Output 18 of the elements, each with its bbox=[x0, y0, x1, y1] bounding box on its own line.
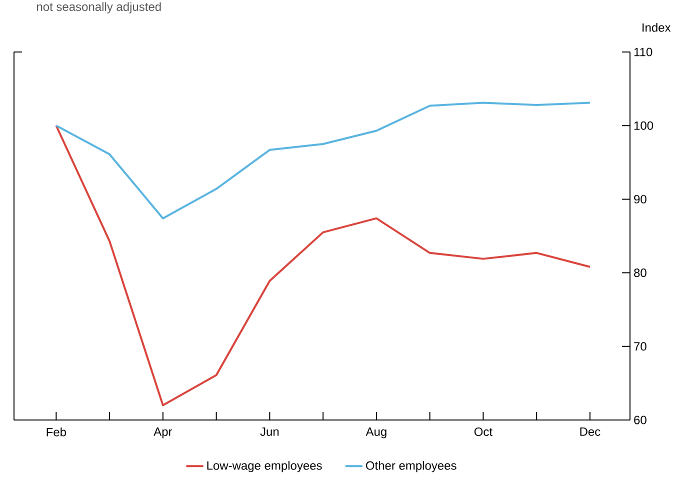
y-axis-title: Index bbox=[642, 22, 671, 32]
x-tick-label: Feb bbox=[46, 428, 66, 436]
chart-subtitle: not seasonally adjusted bbox=[37, 2, 161, 14]
line-series bbox=[55, 124, 591, 406]
x-tick-label: Apr bbox=[154, 428, 172, 438]
y-tick-label: 110 bbox=[634, 48, 652, 56]
x-tick-label: Aug bbox=[366, 428, 386, 438]
legend-label: Other employees bbox=[366, 460, 456, 472]
x-tick-label: Oct bbox=[474, 428, 492, 436]
legend-label: Low-wage employees bbox=[207, 460, 322, 472]
y-tick-label: 90 bbox=[634, 194, 646, 204]
y-tick-label: 100 bbox=[634, 121, 654, 130]
y-tick-label: 60 bbox=[634, 416, 646, 424]
x-tick-label: Dec bbox=[580, 428, 600, 436]
x-tick-label: Jun bbox=[260, 428, 279, 436]
y-tick-label: 80 bbox=[634, 268, 646, 278]
y-tick-label: 70 bbox=[634, 342, 646, 351]
line-series bbox=[55, 102, 591, 220]
